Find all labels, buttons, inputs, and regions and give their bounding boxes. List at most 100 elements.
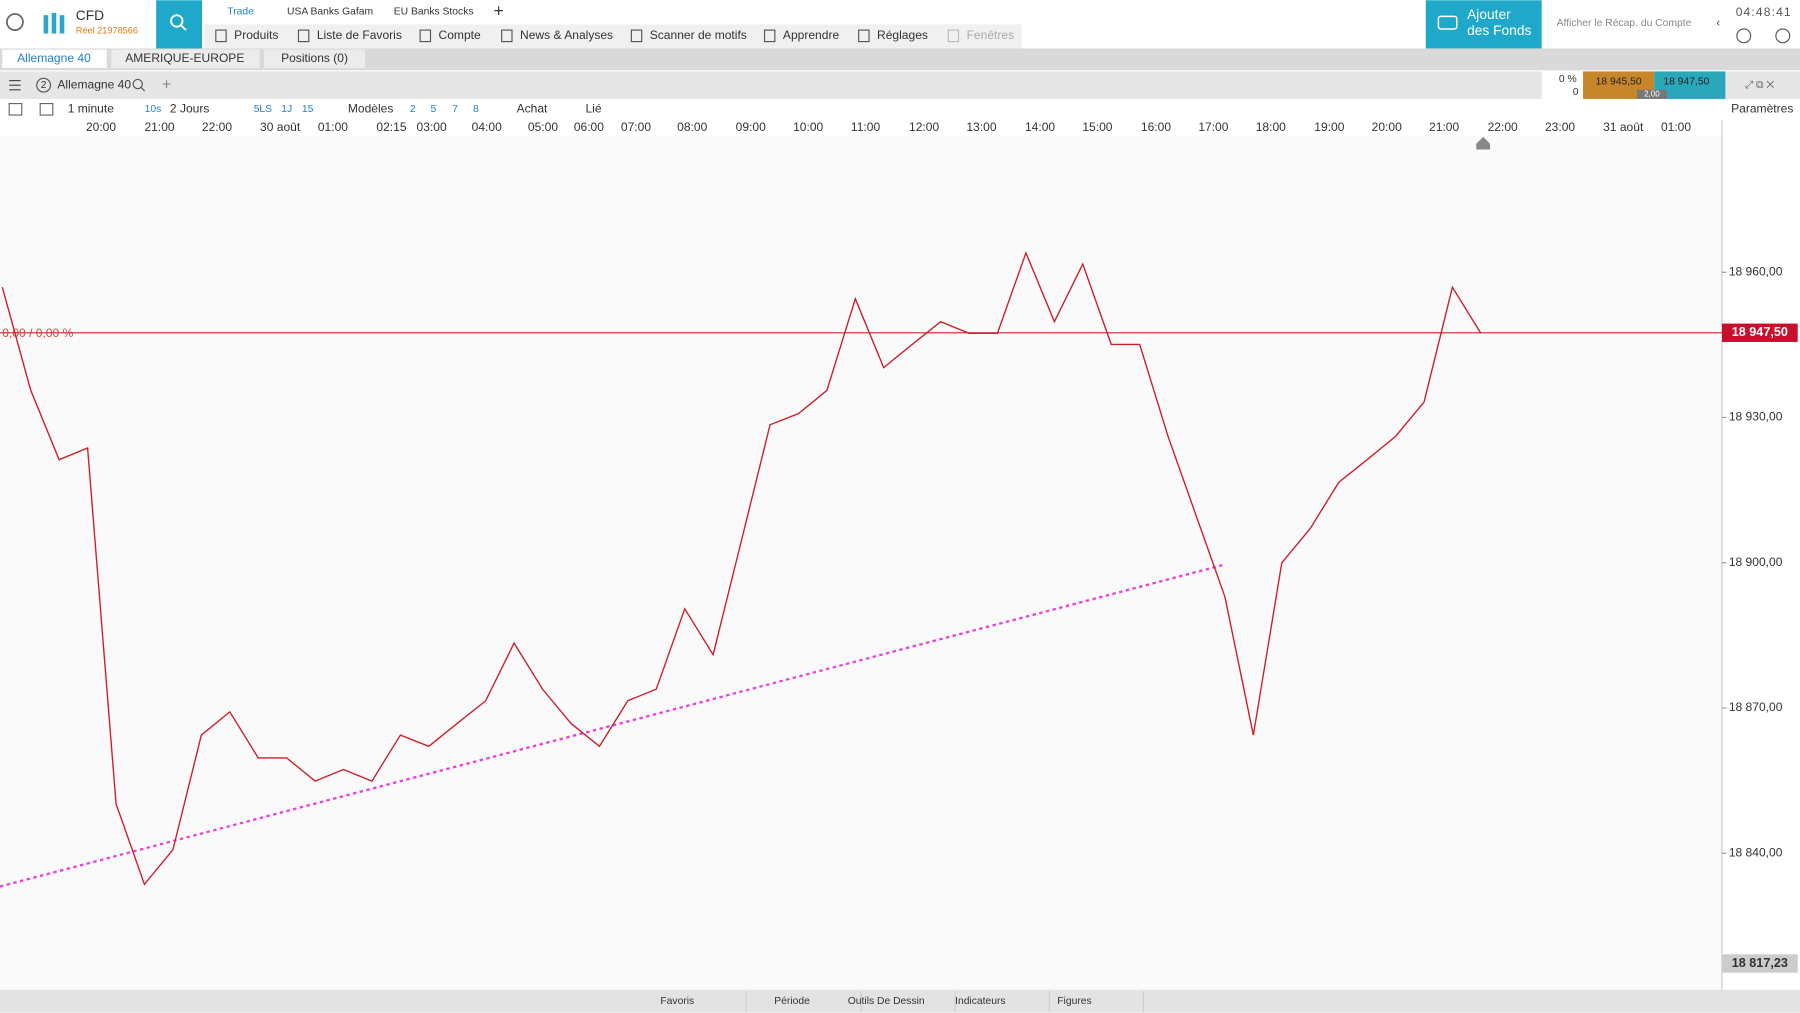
menu-icon	[763, 29, 776, 43]
x-tick-label: 13:00	[966, 120, 996, 134]
menu-bar	[204, 24, 1022, 49]
change-box	[1541, 71, 1584, 99]
y-tick-label: 18 960,00	[1729, 264, 1783, 278]
menu-icon	[215, 29, 227, 43]
tab[interactable]: USA Banks Gafam	[287, 6, 373, 17]
window-number: 2	[41, 80, 47, 91]
add-funds-button[interactable]	[1425, 0, 1542, 49]
x-tick-label: 01:00	[1661, 120, 1691, 134]
x-tick-label: 05:00	[528, 120, 558, 134]
bid: 18 945,50	[1596, 76, 1642, 87]
menu-icon	[947, 29, 960, 43]
menu-icon	[858, 29, 870, 43]
toolbar-item[interactable]: 8	[473, 104, 479, 115]
menu-item[interactable]: Produits	[234, 28, 278, 42]
workspace-bar	[0, 48, 1800, 71]
add-tab[interactable]: +	[494, 0, 504, 20]
toolbar-item[interactable]: Achat	[517, 101, 548, 115]
account-type: CFD	[76, 8, 104, 23]
x-tick-label: 12:00	[909, 120, 939, 134]
logo	[43, 12, 65, 34]
x-tick-label: 15:00	[1082, 120, 1112, 134]
menu-item[interactable]: Scanner de motifs	[650, 28, 747, 42]
menu-icon	[501, 29, 513, 43]
menu-icon	[419, 29, 432, 43]
bottom-tab[interactable]: Outils De Dessin	[848, 996, 925, 1007]
tab[interactable]: EU Banks Stocks	[394, 6, 474, 17]
add-funds-label: des Fonds	[1467, 23, 1531, 38]
bottom-tab[interactable]: Indicateurs	[955, 996, 1006, 1007]
change: 0 %	[1559, 74, 1577, 85]
menu-item[interactable]: News & Analyses	[520, 28, 613, 42]
window-header	[0, 71, 1800, 99]
recap-link[interactable]: Afficher le Récap. du Compte	[1557, 18, 1692, 29]
toolbar-item[interactable]: Modèles	[348, 101, 394, 115]
y-tick-label: 18 930,00	[1729, 410, 1783, 424]
toolbar-item[interactable]: 7	[452, 104, 458, 115]
y-tick-label: 18 900,00	[1729, 555, 1783, 569]
toolbar-item[interactable]: 5LS	[254, 104, 272, 115]
current-price-box	[1721, 323, 1798, 342]
toolbar-item[interactable]: Paramètres	[1731, 101, 1793, 115]
low-price-box	[1721, 954, 1798, 973]
menu-icon	[297, 29, 310, 43]
x-tick-label: 21:00	[1429, 120, 1459, 134]
window-controls[interactable]: ⤢ ⧉ ✕	[1745, 80, 1774, 91]
price-line-annotation: 0,00 / 0,00 %	[2, 326, 73, 340]
workspace-tab-label: AMERIQUE-EUROPE	[125, 51, 244, 65]
bottom-tab[interactable]: Période	[774, 996, 810, 1007]
workspace-tab[interactable]	[264, 49, 366, 68]
x-tick-label: 11:00	[851, 120, 881, 134]
menu-item[interactable]: Fenêtres	[967, 28, 1015, 42]
menu-item[interactable]: Compte	[439, 28, 481, 42]
menu-item[interactable]: Apprendre	[783, 28, 840, 42]
y-tick-label: 18 870,00	[1729, 700, 1783, 714]
x-tick-label: 01:00	[318, 120, 348, 134]
power-icon[interactable]	[1775, 28, 1791, 44]
current-price-label: 18 947,50	[1732, 325, 1788, 339]
y-axis	[1721, 119, 1800, 990]
toolbar-item[interactable]: 2 Jours	[170, 101, 210, 115]
search-button[interactable]	[156, 0, 203, 49]
bottom-tab[interactable]: Favoris	[660, 996, 694, 1007]
x-tick-label: 23:00	[1545, 120, 1575, 134]
add-window[interactable]: +	[162, 75, 171, 93]
workspace-tab[interactable]	[111, 49, 260, 68]
workspace-tab-label: Allemagne 40	[17, 51, 91, 65]
now-marker	[1476, 136, 1491, 150]
x-tick-label: 04:00	[472, 120, 502, 134]
x-tick-label: 08:00	[677, 120, 707, 134]
window-title: Allemagne 40	[57, 77, 131, 91]
toolbar-item[interactable]: 10s	[145, 104, 162, 115]
x-tick-label: 21:00	[144, 120, 174, 134]
search-icon	[170, 14, 184, 28]
toolbar-item[interactable]: 1 minute	[68, 101, 115, 115]
spread: 2,00	[1644, 90, 1660, 99]
toolbar-item[interactable]: 1J	[281, 104, 292, 115]
x-axis	[0, 119, 1722, 136]
x-tick-label: 03:00	[417, 120, 447, 134]
x-tick-label: 19:00	[1314, 120, 1344, 134]
info-icon[interactable]	[1736, 28, 1752, 44]
user-icon[interactable]	[6, 13, 24, 31]
x-tick-label: 22:00	[1488, 120, 1518, 134]
x-tick-label: 09:00	[736, 120, 766, 134]
workspace-tab[interactable]	[2, 49, 107, 68]
x-tick-label: 14:00	[1025, 120, 1055, 134]
toolbar-item[interactable]: 15	[302, 104, 314, 115]
menu-icon	[630, 29, 643, 43]
bottom-tab[interactable]: Figures	[1057, 996, 1091, 1007]
x-tick-label: 02:15	[376, 120, 406, 134]
tab[interactable]: Trade	[227, 6, 254, 17]
menu-item[interactable]: Réglages	[877, 28, 928, 42]
x-tick-label: 07:00	[621, 120, 651, 134]
toolbar-item[interactable]: 5	[430, 104, 436, 115]
toolbar-item[interactable]: 2	[410, 104, 416, 115]
menu-icon[interactable]	[9, 80, 21, 91]
x-tick-label: 20:00	[86, 120, 116, 134]
collapse[interactable]: ‹	[1716, 15, 1720, 29]
menu-item[interactable]: Liste de Favoris	[317, 28, 402, 42]
toolbar-item[interactable]: Lié	[585, 101, 601, 115]
